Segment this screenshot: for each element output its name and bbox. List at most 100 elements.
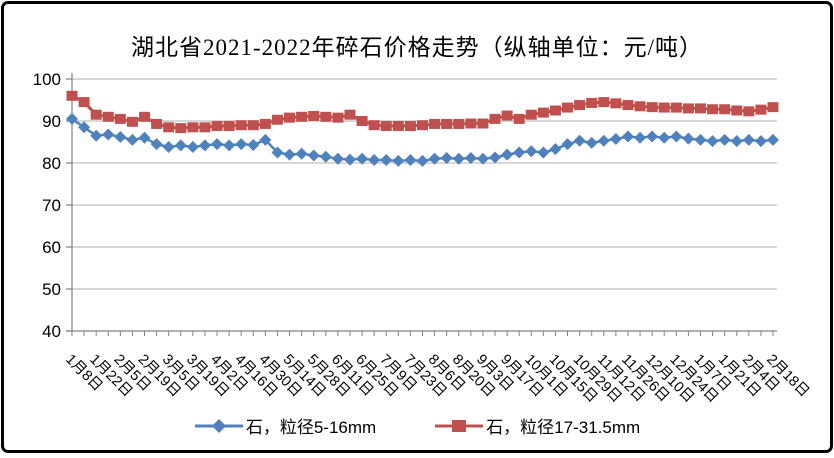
data-point-diamond — [307, 149, 320, 162]
data-point-diamond — [706, 135, 719, 148]
data-point-diamond — [513, 146, 526, 159]
data-point-diamond — [404, 154, 417, 167]
data-point-square — [404, 121, 416, 132]
data-point-square — [368, 120, 380, 131]
data-point-diamond — [501, 148, 514, 161]
data-point-square — [694, 103, 706, 114]
data-point-square — [634, 101, 646, 112]
data-point-diamond — [730, 135, 743, 148]
data-point-square — [525, 109, 537, 120]
data-point-diamond — [646, 130, 659, 143]
y-axis-label: 100 — [33, 70, 61, 89]
data-point-square — [199, 122, 211, 133]
data-point-diamond — [102, 128, 115, 141]
data-point-square — [308, 110, 320, 121]
data-point-square — [90, 109, 102, 120]
y-axis-label: 60 — [42, 238, 61, 257]
data-point-diamond — [585, 136, 598, 149]
data-point-diamond — [343, 153, 356, 166]
y-axis-label: 80 — [42, 154, 61, 173]
data-point-square — [320, 111, 332, 122]
data-point-diamond — [476, 152, 489, 165]
data-point-square — [586, 97, 598, 108]
y-axis-label: 50 — [42, 280, 61, 299]
data-point-diamond — [767, 133, 779, 146]
price-chart: 4050607080901001月8日1月22日2月5日2月19日3月5日3月1… — [33, 70, 812, 406]
data-point-square — [598, 97, 610, 108]
data-point-diamond — [549, 143, 562, 156]
data-point-diamond — [489, 151, 502, 164]
data-point-diamond — [150, 138, 163, 151]
legend-label: 石，粒径5-16mm — [245, 418, 377, 437]
data-point-diamond — [464, 151, 477, 164]
data-point-diamond — [392, 154, 405, 167]
data-point-square — [610, 98, 622, 109]
data-point-diamond — [162, 141, 175, 154]
data-point-square — [743, 106, 755, 117]
chart-title: 湖北省2021-2022年碎石价格走势（纵轴单位：元/吨） — [130, 35, 704, 60]
data-point-square — [380, 121, 392, 132]
data-point-diamond — [537, 146, 550, 159]
data-point-square — [731, 105, 743, 116]
data-point-diamond — [66, 112, 78, 125]
data-point-diamond — [186, 141, 199, 154]
data-point-diamond — [573, 134, 586, 147]
data-point-diamond — [621, 130, 634, 143]
data-point-square — [646, 102, 658, 113]
data-point-square — [151, 118, 163, 129]
data-point-square — [271, 114, 283, 125]
data-point-diamond — [754, 135, 767, 148]
data-point-diamond — [634, 131, 647, 144]
data-point-square — [78, 97, 90, 108]
data-point-diamond — [319, 150, 332, 163]
data-point-diamond — [223, 139, 236, 152]
data-point-square — [66, 90, 78, 101]
data-point-square — [453, 118, 465, 129]
data-point-diamond — [295, 147, 308, 160]
data-point-diamond — [138, 131, 151, 144]
data-point-square — [332, 112, 344, 123]
data-point-square — [296, 111, 308, 122]
data-point-square — [549, 105, 561, 116]
data-point-diamond — [597, 134, 610, 147]
data-point-square — [163, 122, 175, 133]
data-point-square — [574, 100, 586, 111]
data-point-square — [441, 118, 453, 129]
data-point-diamond — [670, 130, 683, 143]
data-point-diamond — [416, 154, 429, 167]
data-point-square — [392, 121, 404, 132]
legend: 石，粒径5-16mm 石，粒径17-31.5mm — [4, 413, 830, 438]
legend-marker-square-icon — [435, 419, 484, 432]
data-point-diamond — [718, 133, 731, 146]
legend-marker-diamond-icon — [194, 418, 243, 433]
data-point-square — [682, 103, 694, 114]
data-point-square — [719, 104, 731, 115]
data-point-square — [235, 120, 247, 131]
legend-label: 石，粒径17-31.5mm — [486, 418, 641, 437]
data-point-square — [102, 111, 114, 122]
data-point-diamond — [428, 152, 441, 165]
data-point-diamond — [90, 129, 103, 142]
data-point-square — [501, 110, 513, 121]
data-point-square — [139, 111, 151, 122]
data-point-diamond — [78, 121, 91, 134]
data-point-square — [658, 102, 670, 113]
data-point-diamond — [694, 133, 707, 146]
data-point-diamond — [126, 133, 139, 146]
data-point-square — [344, 109, 356, 120]
data-point-square — [223, 121, 235, 132]
data-point-diamond — [283, 148, 296, 161]
data-point-square — [187, 122, 199, 133]
data-point-square — [259, 118, 271, 129]
data-point-square — [211, 121, 223, 132]
data-point-diamond — [235, 138, 248, 151]
data-point-square — [126, 116, 138, 127]
data-point-square — [356, 116, 368, 126]
y-axis-label: 70 — [42, 196, 61, 215]
data-point-diamond — [658, 131, 671, 144]
data-point-square — [417, 120, 428, 131]
data-point-square — [755, 104, 767, 115]
data-point-square — [247, 120, 259, 131]
data-point-diamond — [368, 154, 381, 167]
